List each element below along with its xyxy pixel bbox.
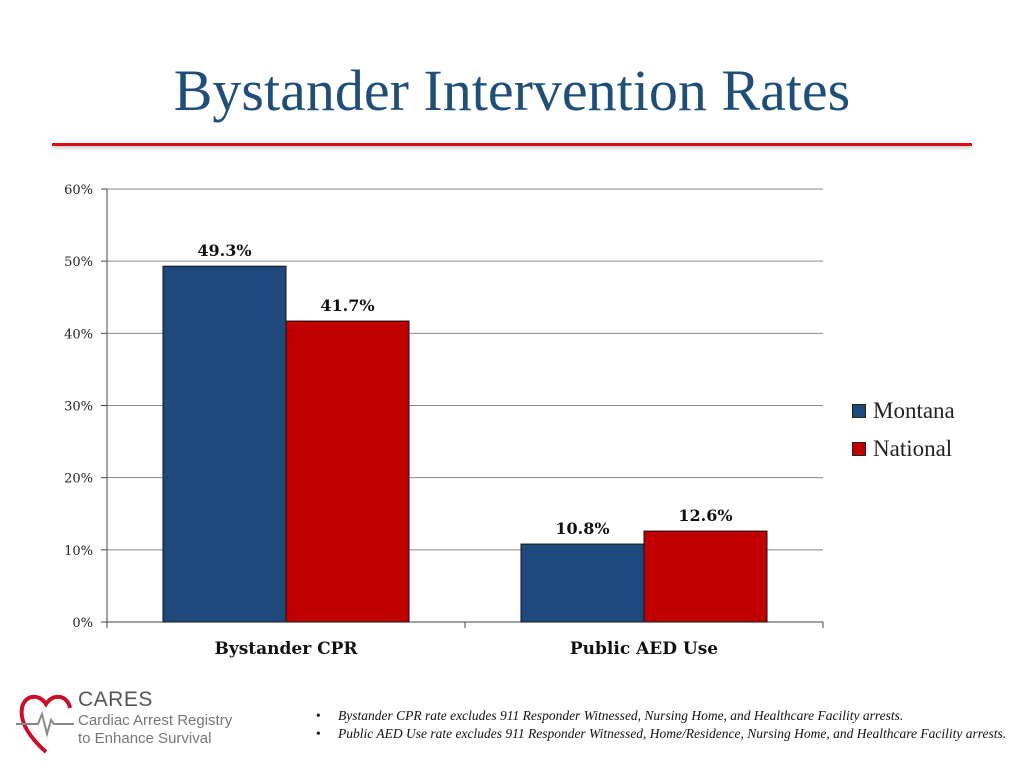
y-tick-label: 0% — [72, 616, 93, 631]
legend-item-national: National — [852, 430, 955, 468]
logo-wordmark: CARES — [78, 688, 153, 711]
logo-line1: Cardiac Arrest Registry — [78, 712, 233, 729]
x-category-label: Bystander CPR — [214, 639, 358, 659]
heart-pulse-icon — [16, 694, 74, 754]
bar-national-bystander-cpr — [285, 320, 410, 623]
y-tick-label: 50% — [64, 255, 93, 270]
footnote-item: Bystander CPR rate excludes 911 Responde… — [312, 707, 1012, 725]
logo-line2: to Enhance Survival — [78, 730, 212, 747]
legend-swatch-montana — [852, 404, 866, 418]
data-label: 10.8% — [555, 519, 609, 538]
legend-swatch-national — [852, 442, 866, 456]
data-label: 12.6% — [678, 506, 732, 525]
cares-logo: CARES Cardiac Arrest Registry to Enhance… — [16, 688, 246, 758]
y-tick-label: 30% — [64, 400, 93, 415]
footnotes: Bystander CPR rate excludes 911 Responde… — [312, 707, 1012, 743]
bar-national-public-aed-use — [643, 530, 768, 623]
y-tick-label: 60% — [64, 183, 93, 198]
bar-montana-bystander-cpr — [162, 265, 287, 623]
y-tick-label: 40% — [64, 327, 93, 342]
y-tick-label: 10% — [64, 544, 93, 559]
bar-montana-public-aed-use — [520, 543, 645, 623]
x-category-label: Public AED Use — [570, 639, 718, 659]
legend-item-montana: Montana — [852, 392, 955, 430]
bar-chart: 0% 10% 20% 30% 40% 50% 60% 49.3% 41.7% Bystander … — [64, 183, 824, 659]
data-label: 41.7% — [320, 296, 374, 315]
legend-label-montana: Montana — [873, 398, 955, 423]
data-label: 49.3% — [197, 241, 251, 260]
page-title: Bystander Intervention Rates — [173, 58, 851, 123]
legend-label-national: National — [873, 436, 953, 461]
title-divider — [52, 143, 972, 146]
y-tick-label: 20% — [64, 472, 93, 487]
footnote-item: Public AED Use rate excludes 911 Respond… — [312, 725, 1012, 743]
chart-legend: Montana National — [852, 392, 955, 468]
